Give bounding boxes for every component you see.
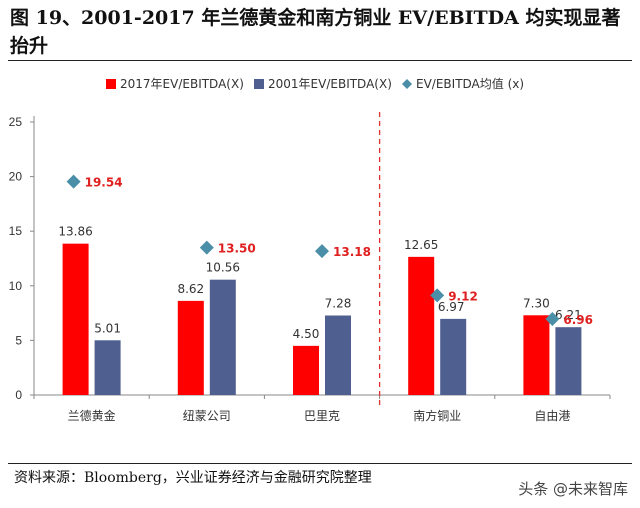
- bar-2017-value-label: 13.86: [58, 225, 92, 239]
- legend-label: 2017年EV/EBITDA(X): [120, 77, 244, 91]
- figure-title: 图 19、2001-2017 年兰德黄金和南方铜业 EV/EBITDA 均实现显…: [10, 7, 621, 57]
- bar-2001: [555, 327, 582, 395]
- mean-value-label: 6.96: [563, 313, 593, 327]
- y-tick-label: 25: [9, 115, 23, 129]
- bar-2001-value-label: 5.01: [94, 321, 121, 335]
- bar-chart: 2017年EV/EBITDA(X) 2001年EV/EBITDA(X) EV/EBI…: [9, 76, 611, 423]
- mean-value-label: 9.12: [448, 289, 478, 303]
- bar-2001-value-label: 6.97: [438, 300, 465, 314]
- x-category-label: 兰德黄金: [68, 408, 116, 423]
- legend: 2017年EV/EBITDA(X) 2001年EV/EBITDA(X) EV/EBI…: [106, 76, 524, 91]
- bar-2001: [209, 279, 236, 395]
- bar-2017: [293, 345, 319, 395]
- bar-2001: [94, 340, 121, 395]
- legend-label: 2001年EV/EBITDA(X): [268, 77, 392, 91]
- mean-diamond-marker: [66, 174, 81, 189]
- bar-2017-value-label: 4.50: [293, 327, 320, 341]
- bar-2017: [523, 315, 550, 395]
- legend-label: EV/EBITDA均值 (x): [416, 76, 524, 91]
- legend-swatch-2001: [254, 79, 264, 89]
- bar-2001-value-label: 6.21: [555, 308, 582, 322]
- bar-2001: [325, 315, 351, 395]
- bar-2017: [62, 243, 89, 395]
- mean-diamond-marker: [315, 244, 329, 259]
- y-tick-label: 0: [15, 388, 22, 402]
- mean-value-label: 13.50: [218, 242, 256, 256]
- bottom-rule: [8, 463, 632, 464]
- watermark: 头条 @未来智库: [518, 480, 628, 498]
- axes: 0 5 10 15 20 25 兰德黄金 纽蒙公司 巴里克 南方铜业 自由港: [9, 112, 611, 423]
- y-tick-label: 20: [9, 170, 23, 184]
- legend-swatch-2017: [106, 79, 116, 89]
- bar-2001-value-label: 7.28: [325, 297, 352, 311]
- bar-2017-value-label: 12.65: [404, 238, 438, 252]
- bar-2017-value-label: 7.30: [523, 296, 550, 310]
- legend-swatch-mean: [402, 79, 412, 89]
- x-category-label: 巴里克: [304, 409, 340, 423]
- bar-2017: [177, 300, 204, 395]
- mean-value-label: 19.54: [85, 176, 123, 190]
- source-note: 资料来源：Bloomberg，兴业证券经济与金融研究院整理: [14, 470, 372, 486]
- x-category-label: 自由港: [534, 409, 570, 423]
- bar-2001-value-label: 10.56: [206, 261, 240, 275]
- top-rule: [8, 60, 632, 61]
- y-tick-label: 5: [15, 333, 22, 347]
- y-tick-label: 15: [9, 224, 23, 238]
- y-tick-label: 10: [9, 279, 23, 293]
- mean-diamond-marker: [430, 288, 445, 303]
- bar-2017: [408, 256, 435, 395]
- x-category-label: 南方铜业: [413, 408, 461, 423]
- mean-diamond-marker: [199, 240, 214, 255]
- mean-diamond-marker: [545, 311, 560, 326]
- bar-2017-value-label: 8.62: [177, 282, 204, 296]
- mean-value-label: 13.18: [333, 245, 371, 259]
- x-category-label: 纽蒙公司: [183, 409, 231, 423]
- bar-2001: [440, 318, 467, 395]
